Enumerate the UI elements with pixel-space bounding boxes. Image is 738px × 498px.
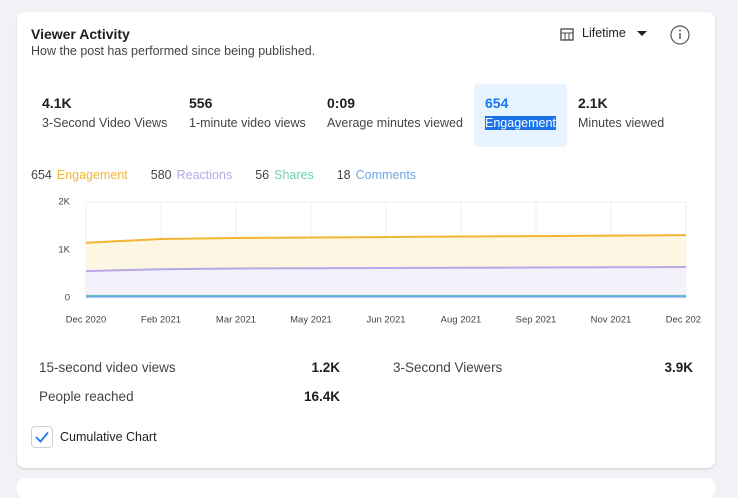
check-mark [35, 431, 49, 443]
legend-value: 580 [150, 168, 172, 182]
x-tick-label: May 2021 [290, 315, 332, 326]
metric-label: 1-minute video views [189, 116, 306, 130]
metric-tab[interactable]: 654 Engagement [474, 84, 567, 147]
legend-value: 18 [336, 168, 351, 182]
legend-value: 56 [255, 168, 270, 182]
legend-label: Reactions [176, 168, 233, 182]
chart: 0 1K 2K Dec 2020 Feb 2021 Mar 2021 May 2021 Jun… [58, 197, 702, 326]
title: Viewer Activity [31, 26, 130, 42]
metric-tab[interactable]: 4.1K 3-Second Video Views [31, 84, 171, 147]
x-tick-label: Jun 2021 [366, 315, 405, 326]
metric-value: 654 [485, 95, 509, 111]
checkbox-label: Cumulative Chart [60, 430, 157, 444]
metric-label: 3-Second Video Views [42, 116, 168, 130]
x-tick-label: Mar 2021 [216, 315, 256, 326]
y-tick-label: 0 [65, 293, 70, 304]
metric-value: 4.1K [42, 95, 72, 111]
subtitle: How the post has performed since being p… [31, 44, 316, 58]
check-path [35, 431, 49, 443]
calendar-icon [560, 28, 574, 41]
metric-label: Minutes viewed [578, 116, 665, 130]
metric-label: Engagement [485, 116, 556, 130]
legend-value: 654 [31, 168, 52, 182]
x-tick-label: Dec 2021 [666, 315, 702, 326]
metric-tab[interactable]: 0:09 Average minutes viewed [316, 84, 466, 147]
stat-value: 3.9K [664, 360, 693, 375]
metric-tab[interactable]: 556 1-minute video views [178, 84, 308, 147]
legend-label: Comments [355, 168, 417, 182]
caret [637, 31, 647, 36]
stat-label: People reached [39, 389, 134, 404]
metric-value: 0:09 [327, 95, 356, 111]
page: Viewer Activity How the post has perform… [17, 12, 715, 498]
x-tick-label: Sep 2021 [516, 315, 557, 326]
legend-label: Engagement [56, 168, 128, 182]
y-tick-label: 1K [58, 245, 70, 256]
checkbox[interactable] [31, 426, 53, 448]
stat-label: 3-Second Viewers [393, 360, 503, 375]
y-tick-label: 2K [58, 197, 70, 208]
card [17, 478, 715, 498]
metric-value: 556 [189, 95, 213, 111]
metric-label: Average minutes viewed [327, 116, 463, 130]
line [85, 234, 687, 244]
line [85, 266, 687, 273]
period-label: Lifetime [582, 26, 626, 40]
stat-value: 16.4K [303, 389, 340, 404]
x-tick-label: Nov 2021 [591, 315, 632, 326]
x-tick-label: Feb 2021 [141, 315, 181, 326]
stat-label: 15-second video views [39, 360, 176, 375]
area [86, 267, 686, 298]
x-tick-label: Aug 2021 [441, 315, 482, 326]
metric-value: 2.1K [578, 95, 608, 111]
legend-label: Shares [274, 168, 314, 182]
x-tick-label: Dec 2020 [66, 315, 107, 326]
stat-value: 1.2K [311, 360, 340, 375]
info-icon[interactable] [669, 24, 691, 46]
metric-tab[interactable]: 2.1K Minutes viewed [567, 84, 677, 147]
